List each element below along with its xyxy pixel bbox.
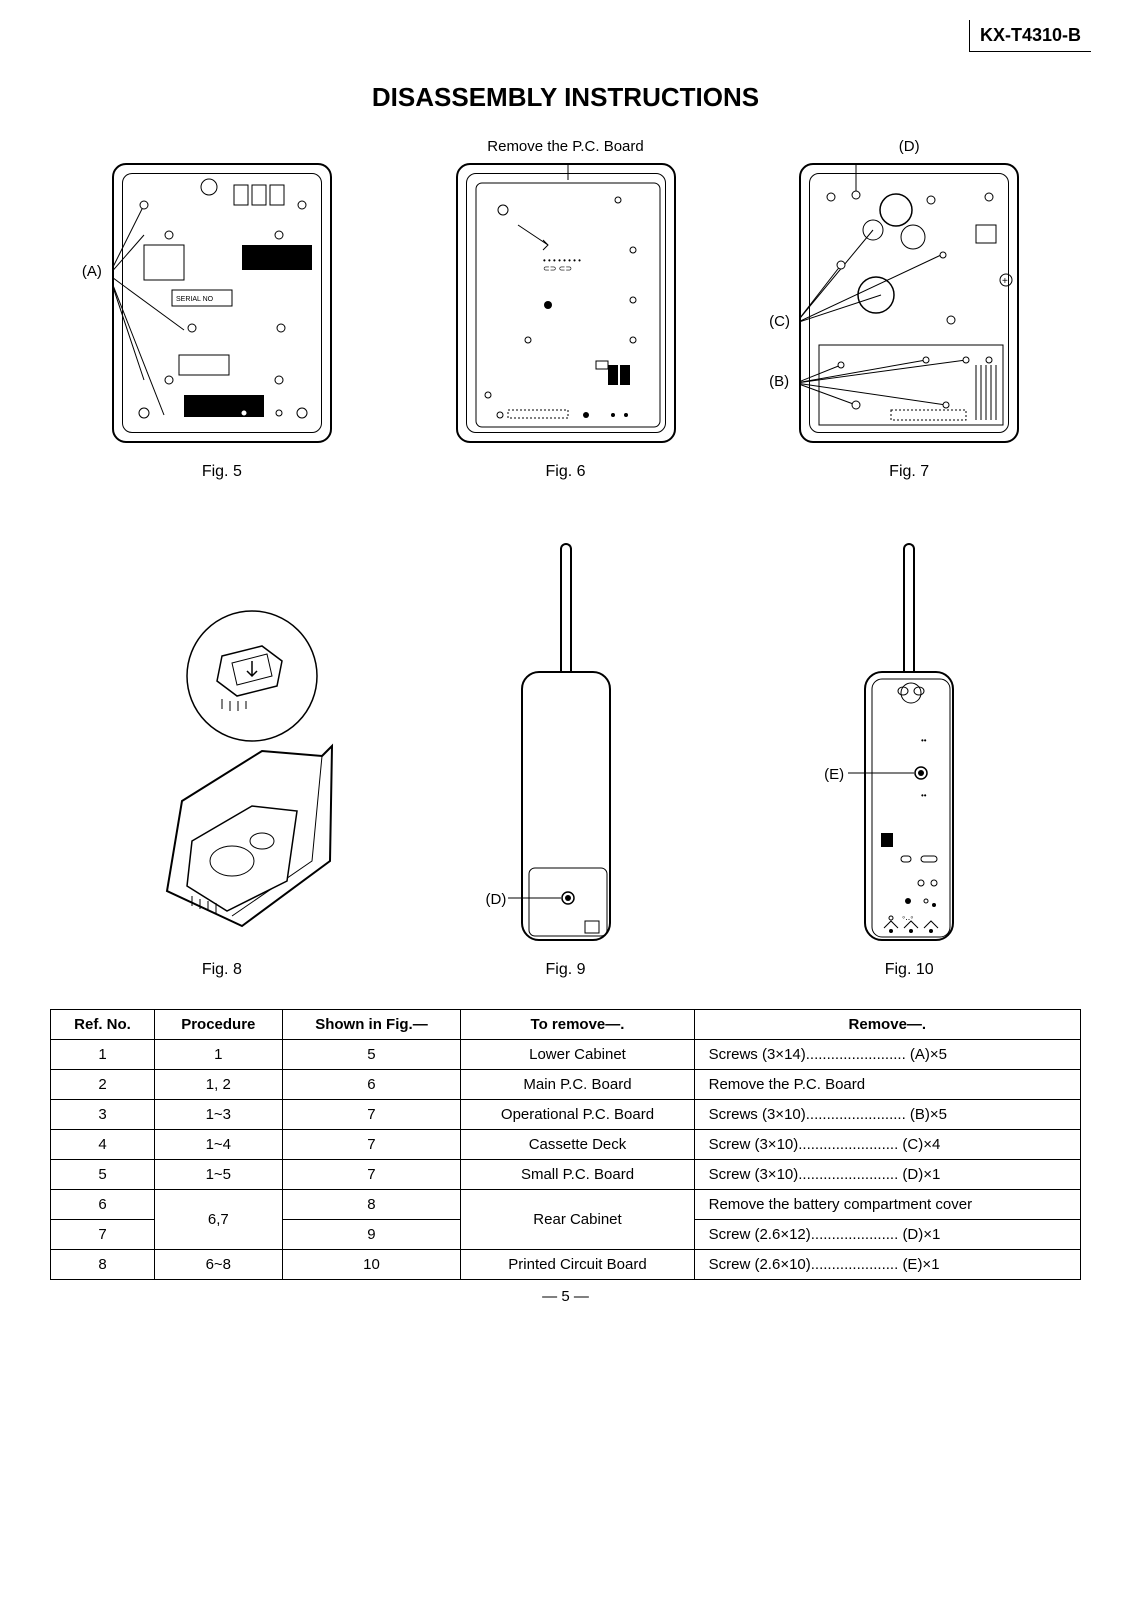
- cell-target: Lower Cabinet: [461, 1040, 694, 1070]
- fig7-svg: +: [801, 165, 1021, 445]
- handset-iso-diagram: [122, 641, 322, 921]
- cell-action: Screw (3×10)........................ (D)…: [694, 1160, 1080, 1190]
- figure-10: (E): [737, 516, 1081, 984]
- cell-target: Rear Cabinet: [461, 1190, 694, 1250]
- handset-diagram-9: [521, 671, 611, 941]
- cell-ref: 3: [51, 1100, 155, 1130]
- cell-fig: 5: [282, 1040, 461, 1070]
- cell-target: Cassette Deck: [461, 1130, 694, 1160]
- cell-fig: 9: [282, 1220, 461, 1250]
- cell-fig: 10: [282, 1250, 461, 1280]
- figure-row-2: Fig. 8 (D) Fig. 9 (E): [50, 516, 1081, 984]
- callout-c: (C): [769, 313, 790, 330]
- cell-ref: 1: [51, 1040, 155, 1070]
- cell-proc: 1: [155, 1040, 283, 1070]
- antenna-icon: [560, 543, 572, 673]
- procedure-table: Ref. No. Procedure Shown in Fig.— To rem…: [50, 1009, 1081, 1280]
- fig8-caption: Fig. 8: [55, 961, 389, 979]
- base-unit-diagram: SERIAL NO: [112, 163, 332, 443]
- base-unit-diagram-7: +: [799, 163, 1019, 443]
- cell-proc: 6,7: [155, 1190, 283, 1250]
- table-row: 115Lower CabinetScrews (3×14)...........…: [51, 1040, 1081, 1070]
- cell-proc: 6~8: [155, 1250, 283, 1280]
- svg-text:••: ••: [921, 791, 927, 800]
- fig5-top-label: [55, 138, 389, 155]
- fig6-top-label: Remove the P.C. Board: [399, 138, 733, 155]
- callout-d9: (D): [486, 891, 507, 908]
- fig6-caption: Fig. 6: [399, 463, 733, 481]
- cell-ref: 8: [51, 1250, 155, 1280]
- cell-fig: 7: [282, 1100, 461, 1130]
- cell-action: Screw (2.6×10)..................... (E)×…: [694, 1250, 1080, 1280]
- cell-proc: 1~3: [155, 1100, 283, 1130]
- cell-ref: 5: [51, 1160, 155, 1190]
- base-unit-diagram-6: • • • • • • • • ⊂⊃ ⊂⊃: [456, 163, 676, 443]
- cell-ref: 2: [51, 1070, 155, 1100]
- table-row: 41~47Cassette DeckScrew (3×10)..........…: [51, 1130, 1081, 1160]
- fig5-svg: SERIAL NO: [114, 165, 334, 445]
- cell-ref: 7: [51, 1220, 155, 1250]
- th-proc: Procedure: [155, 1010, 283, 1040]
- fig10-svg: ◦..◦ •• •• •: [866, 673, 956, 943]
- fig6-svg: • • • • • • • • ⊂⊃ ⊂⊃: [458, 165, 678, 445]
- figure-row-1: (A): [50, 133, 1081, 486]
- table-row: 86~810Printed Circuit BoardScrew (2.6×10…: [51, 1250, 1081, 1280]
- fig9-caption: Fig. 9: [399, 961, 733, 979]
- fig8-svg: [122, 581, 382, 941]
- svg-text:••: ••: [921, 736, 927, 745]
- th-action: Remove—.: [694, 1010, 1080, 1040]
- handset-diagram-10: ◦..◦ •• •• •: [864, 671, 954, 941]
- callout-b: (B): [769, 373, 789, 390]
- th-ref: Ref. No.: [51, 1010, 155, 1040]
- cell-action: Remove the battery compartment cover: [694, 1190, 1080, 1220]
- figure-7: (D) (C) (B): [737, 133, 1081, 486]
- page-title: DISASSEMBLY INSTRUCTIONS: [50, 82, 1081, 113]
- cell-proc: 1~4: [155, 1130, 283, 1160]
- cell-action: Remove the P.C. Board: [694, 1070, 1080, 1100]
- th-target: To remove—.: [461, 1010, 694, 1040]
- cell-target: Printed Circuit Board: [461, 1250, 694, 1280]
- callout-a: (A): [82, 263, 102, 280]
- cell-proc: 1~5: [155, 1160, 283, 1190]
- svg-text:SERIAL NO: SERIAL NO: [176, 296, 214, 303]
- cell-fig: 7: [282, 1160, 461, 1190]
- cell-fig: 8: [282, 1190, 461, 1220]
- cell-action: Screw (2.6×12)..................... (D)×…: [694, 1220, 1080, 1250]
- cell-target: Operational P.C. Board: [461, 1100, 694, 1130]
- cell-target: Small P.C. Board: [461, 1160, 694, 1190]
- table-header-row: Ref. No. Procedure Shown in Fig.— To rem…: [51, 1010, 1081, 1040]
- cell-ref: 4: [51, 1130, 155, 1160]
- svg-text:•: •: [884, 831, 887, 840]
- cell-ref: 6: [51, 1190, 155, 1220]
- cell-action: Screws (3×10)........................ (B…: [694, 1100, 1080, 1130]
- fig10-caption: Fig. 10: [742, 961, 1076, 979]
- figure-5: (A): [50, 133, 394, 486]
- figure-9: (D) Fig. 9: [394, 516, 738, 984]
- svg-text:⊂⊃ ⊂⊃: ⊂⊃ ⊂⊃: [543, 264, 572, 273]
- table-row: 31~37Operational P.C. BoardScrews (3×10)…: [51, 1100, 1081, 1130]
- table-row: 51~57Small P.C. BoardScrew (3×10).......…: [51, 1160, 1081, 1190]
- cell-proc: 1, 2: [155, 1070, 283, 1100]
- cell-action: Screw (3×10)........................ (C)…: [694, 1130, 1080, 1160]
- figure-8: Fig. 8: [50, 616, 394, 984]
- table-row: 21, 26Main P.C. BoardRemove the P.C. Boa…: [51, 1070, 1081, 1100]
- page-number: — 5 —: [50, 1288, 1081, 1305]
- th-fig: Shown in Fig.—: [282, 1010, 461, 1040]
- antenna-icon: [903, 543, 915, 673]
- fig7-top-label: (D): [742, 138, 1076, 155]
- svg-text:◦..◦: ◦..◦: [902, 912, 913, 922]
- model-number: KX-T4310-B: [969, 20, 1091, 52]
- svg-text:+: +: [1002, 276, 1008, 287]
- callout-e: (E): [824, 766, 844, 783]
- table-row: 66,78Rear CabinetRemove the battery comp…: [51, 1190, 1081, 1220]
- fig7-caption: Fig. 7: [742, 463, 1076, 481]
- cell-fig: 7: [282, 1130, 461, 1160]
- cell-action: Screws (3×14)........................ (A…: [694, 1040, 1080, 1070]
- fig9-svg: [523, 673, 613, 943]
- figure-6: Remove the P.C. Board • • • • • • • • ⊂: [394, 133, 738, 486]
- fig5-caption: Fig. 5: [55, 463, 389, 481]
- cell-target: Main P.C. Board: [461, 1070, 694, 1100]
- cell-fig: 6: [282, 1070, 461, 1100]
